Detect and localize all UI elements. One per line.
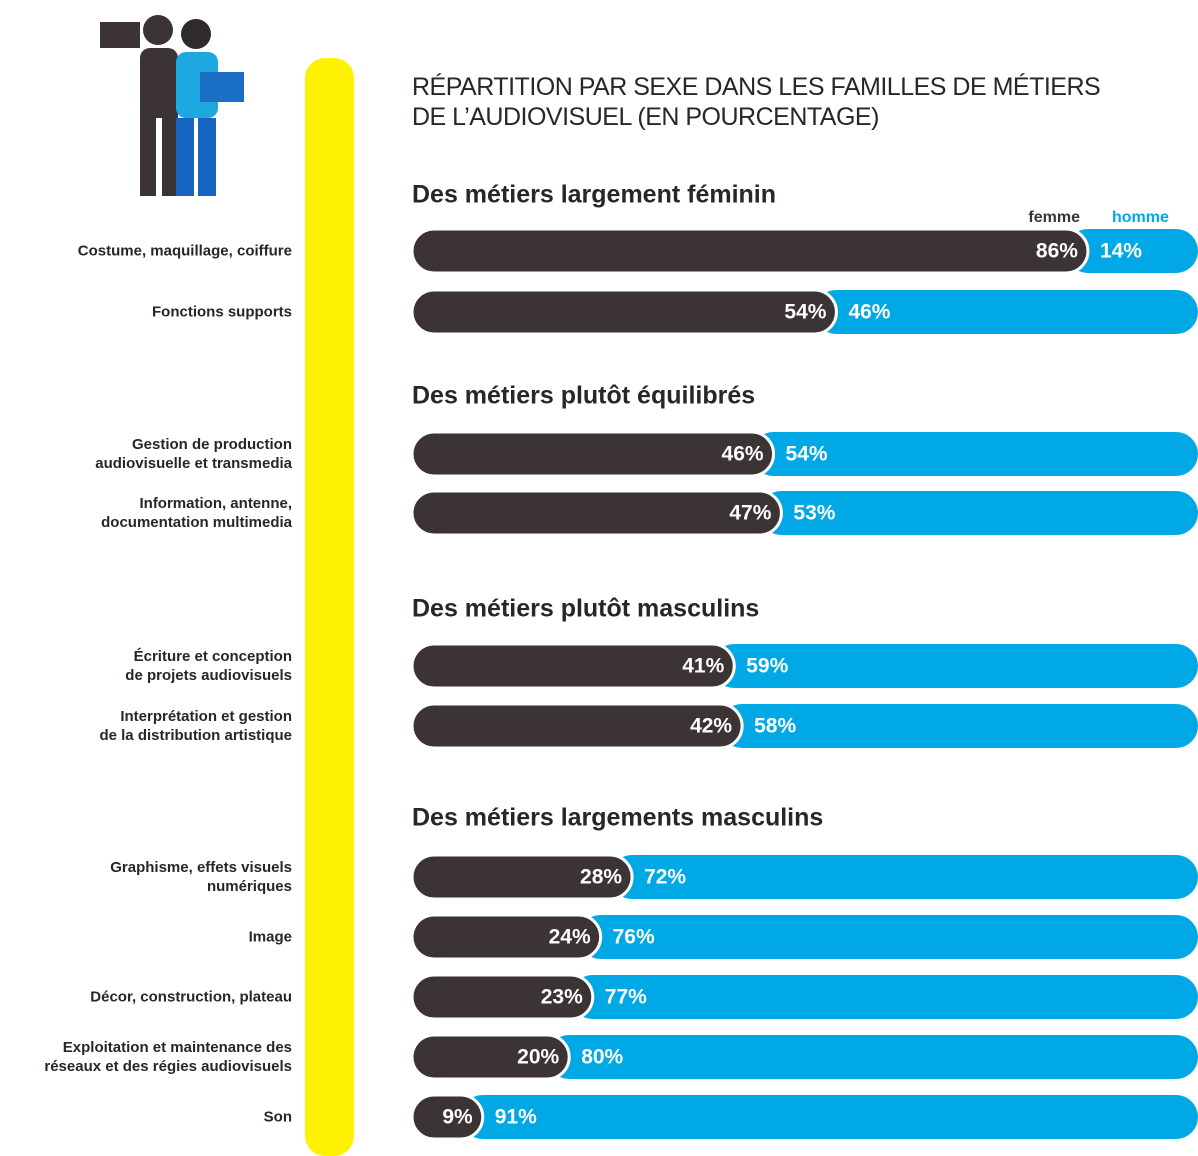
yellow-strip	[305, 58, 354, 1156]
bar-femme	[410, 1033, 571, 1081]
group-title: Des métiers largements masculins	[412, 803, 824, 832]
legend-label: femme	[1028, 209, 1080, 226]
category-label: Costume, maquillage, coiffure	[77, 242, 292, 260]
value-label: 54%	[784, 301, 826, 324]
value-label: 28%	[580, 866, 622, 889]
group-title: Des métiers plutôt équilibrés	[412, 381, 756, 410]
value-label: 54%	[786, 443, 828, 466]
value-label: 58%	[754, 715, 796, 738]
bar-femme	[410, 489, 783, 537]
bar-femme	[410, 853, 634, 901]
group-title: Des métiers plutôt masculins	[412, 594, 760, 623]
value-label: 91%	[495, 1106, 537, 1129]
chart-title: RÉPARTITION PAR SEXE DANS LES FAMILLES D…	[412, 73, 1101, 131]
category-label: Graphisme, effets visuels numériques	[110, 859, 292, 895]
value-label: 72%	[644, 866, 686, 889]
category-label: Son	[263, 1108, 292, 1126]
group-title: Des métiers largement féminin	[412, 180, 777, 209]
value-label: 20%	[517, 1046, 559, 1069]
bar-homme	[1065, 229, 1198, 273]
value-label: 24%	[549, 926, 591, 949]
illustration	[100, 15, 244, 196]
category-label: Décor, construction, plateau	[90, 988, 292, 1006]
bar-homme	[751, 432, 1198, 476]
value-label: 86%	[1036, 240, 1078, 263]
value-label: 41%	[682, 655, 724, 678]
category-label: Image	[248, 928, 292, 946]
category-label: Gestion de production audiovisuelle et t…	[95, 436, 292, 472]
bar-homme	[610, 855, 1198, 899]
category-label: Fonctions supports	[152, 303, 292, 321]
bar-femme	[410, 227, 1090, 275]
category-label: Interprétation et gestion de la distribu…	[99, 708, 292, 744]
bar-femme	[410, 288, 838, 336]
value-label: 14%	[1100, 240, 1142, 263]
category-label: Information, antenne, documentation mult…	[101, 495, 292, 531]
category-label: Écriture et conception de projets audiov…	[125, 648, 292, 684]
bar-femme	[410, 702, 744, 750]
category-label: Exploitation et maintenance des réseaux …	[44, 1039, 292, 1075]
bar-homme	[720, 704, 1198, 748]
bar-femme	[410, 642, 736, 690]
bar-homme	[547, 1035, 1198, 1079]
bar-homme	[578, 915, 1198, 959]
bar-femme	[410, 973, 595, 1021]
bar-homme	[712, 644, 1198, 688]
value-label: 76%	[613, 926, 655, 949]
value-label: 77%	[605, 986, 647, 1009]
legend-label: homme	[1112, 209, 1169, 226]
bar-homme	[460, 1095, 1198, 1139]
value-label: 80%	[581, 1046, 623, 1069]
value-label: 47%	[729, 502, 771, 525]
bar-femme	[410, 913, 603, 961]
value-label: 46%	[722, 443, 764, 466]
value-label: 42%	[690, 715, 732, 738]
value-label: 46%	[848, 301, 890, 324]
bar-homme	[814, 290, 1198, 334]
value-label: 59%	[746, 655, 788, 678]
bar-femme	[410, 1093, 485, 1141]
bar-homme	[759, 491, 1198, 535]
value-label: 53%	[793, 502, 835, 525]
value-label: 9%	[442, 1106, 473, 1129]
value-label: 23%	[541, 986, 583, 1009]
bar-homme	[570, 975, 1198, 1019]
bar-femme	[410, 430, 776, 478]
